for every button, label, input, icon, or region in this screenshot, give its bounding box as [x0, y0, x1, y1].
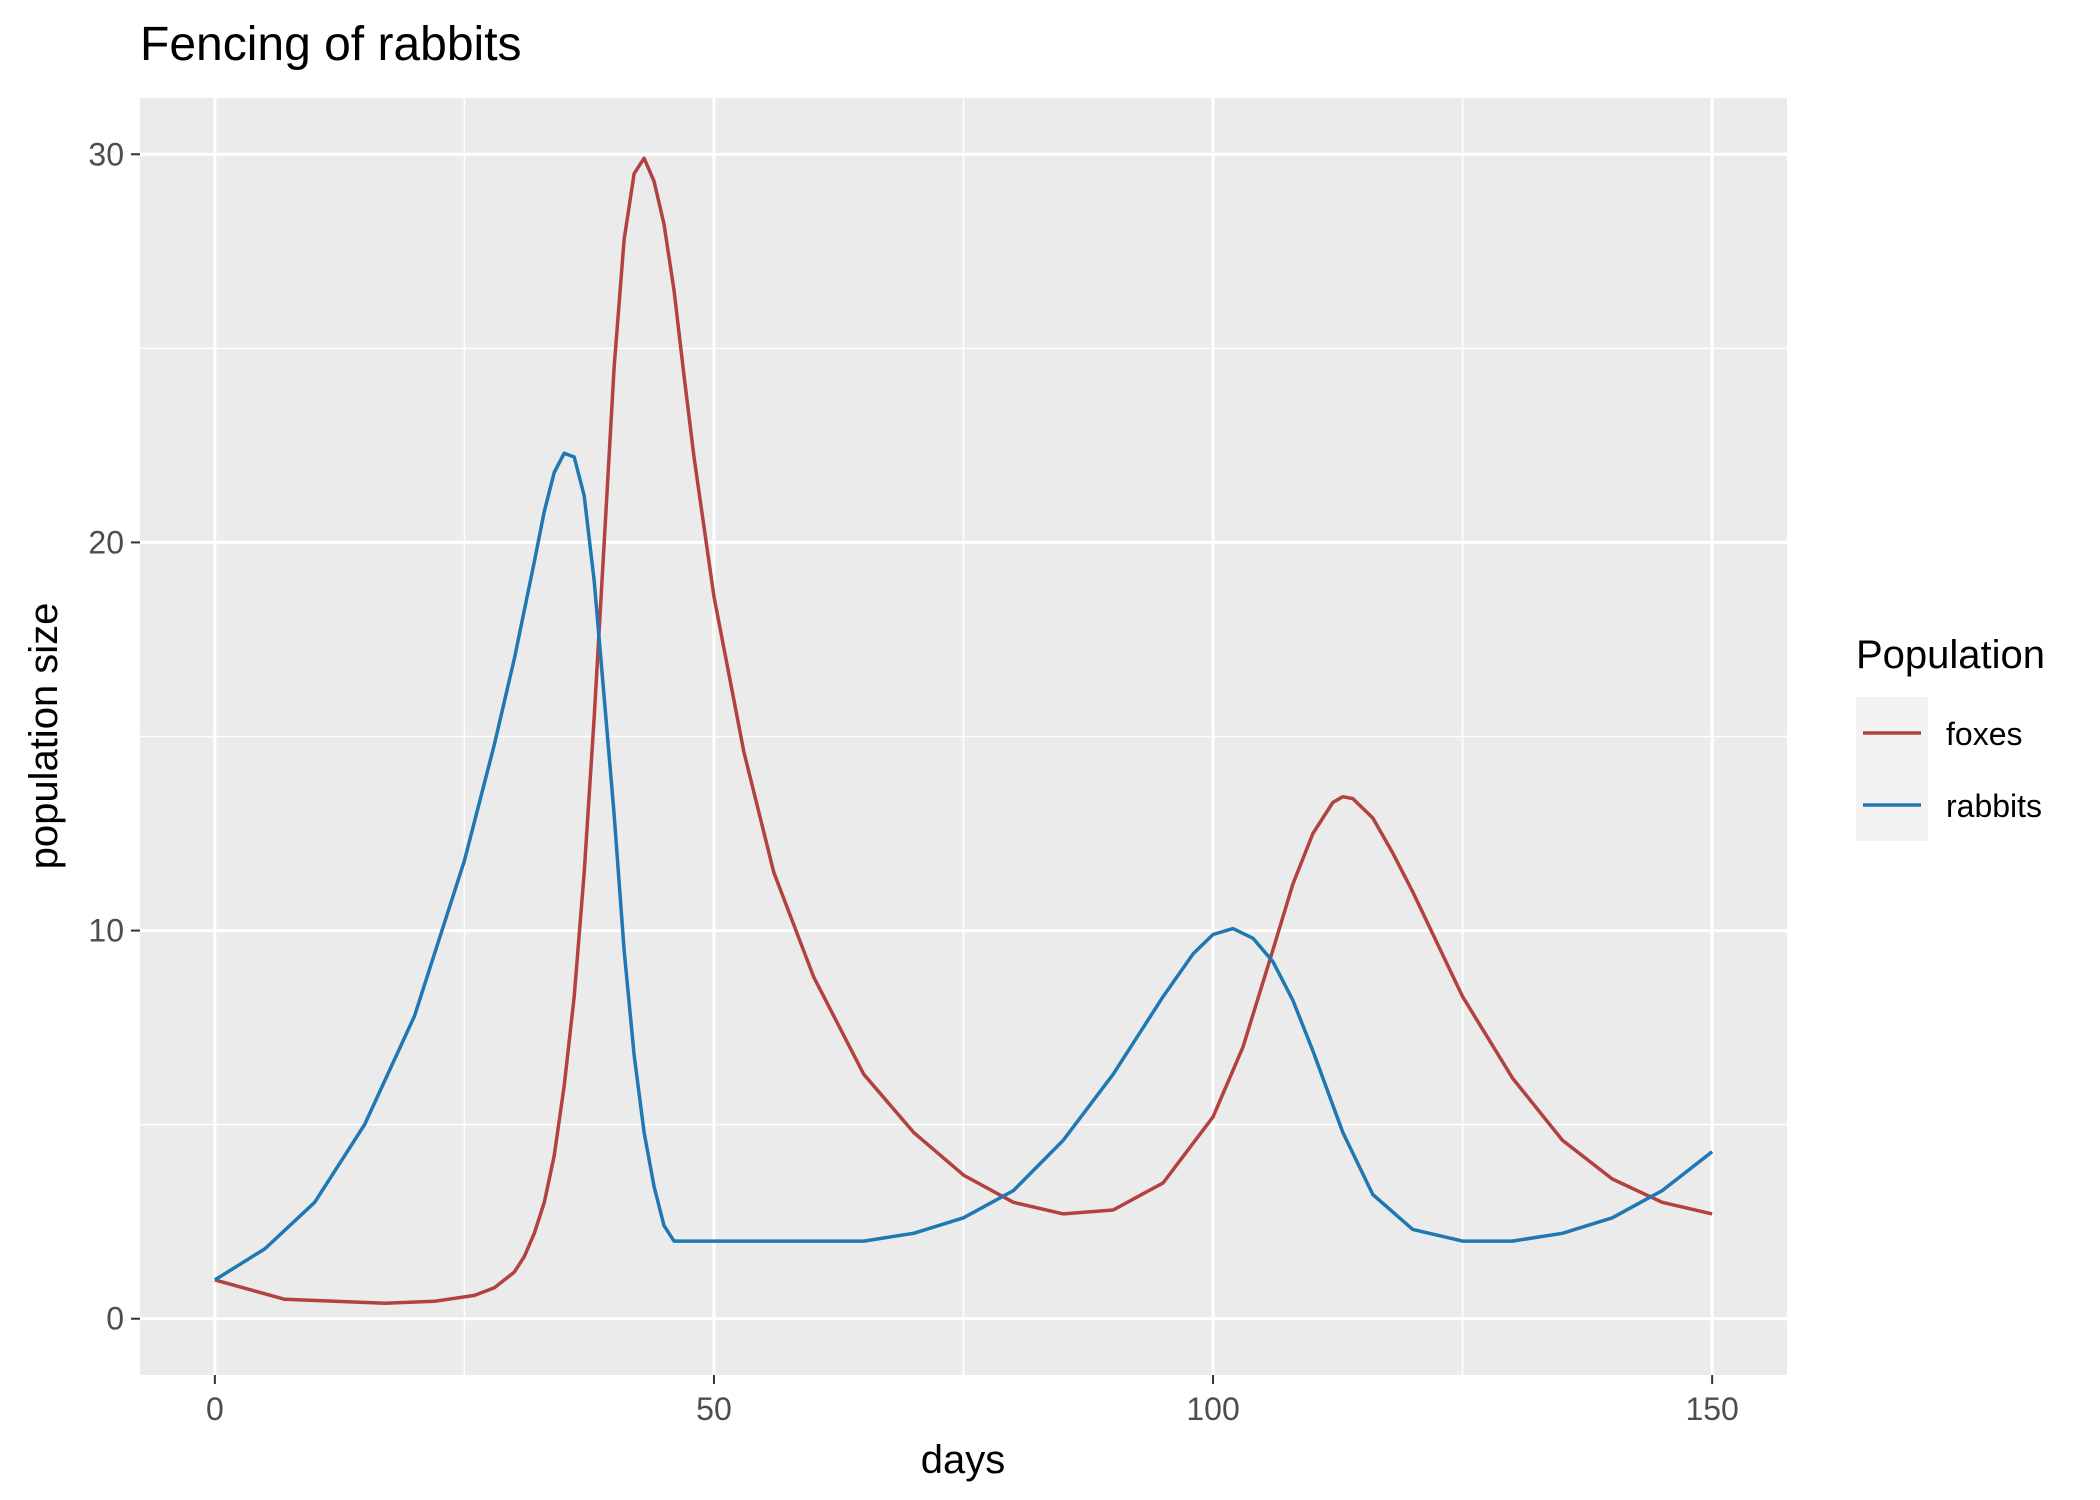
legend-label-foxes: foxes: [1946, 716, 2022, 752]
legend-title: Population: [1856, 633, 2045, 677]
x-tick-label: 50: [696, 1391, 732, 1427]
y-axis-title: population size: [22, 603, 66, 870]
x-axis: 0 50 100 150: [206, 1375, 1739, 1427]
chart-title: Fencing of rabbits: [140, 18, 522, 71]
y-tick-label: 20: [88, 524, 124, 560]
minor-grid: [140, 98, 1787, 1375]
x-tick-label: 150: [1685, 1391, 1738, 1427]
x-tick-label: 0: [206, 1391, 224, 1427]
y-axis: 0 10 20 30: [88, 136, 140, 1337]
series-line-rabbits: [213, 451, 1714, 1282]
series-layer: [213, 156, 1714, 1305]
y-tick-label: 10: [88, 913, 124, 949]
y-tick-label: 0: [106, 1301, 124, 1337]
major-grid: [140, 98, 1787, 1375]
x-tick-label: 100: [1186, 1391, 1239, 1427]
y-tick-label: 30: [88, 136, 124, 172]
x-axis-title: days: [921, 1438, 1006, 1482]
legend: Population foxes rabbits: [1856, 633, 2045, 841]
series-line-foxes: [214, 156, 1713, 1305]
legend-label-rabbits: rabbits: [1946, 788, 2042, 824]
legend-key-background: [1856, 697, 1928, 841]
